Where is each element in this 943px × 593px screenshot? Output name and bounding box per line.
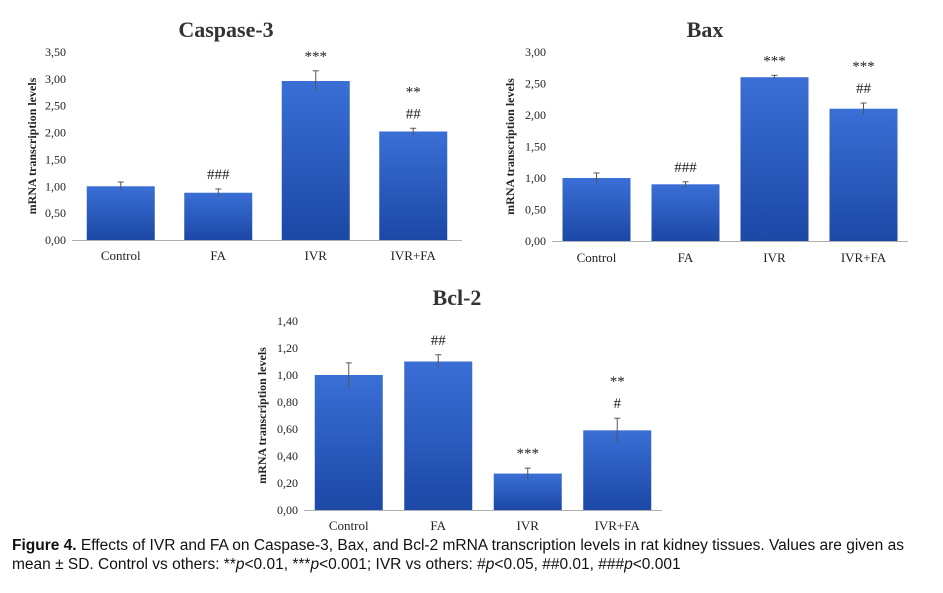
bar-control (86, 186, 155, 240)
chart-title: Bcl-2 (433, 285, 482, 310)
significance-label: ** (610, 374, 625, 390)
caption-part: p (235, 556, 245, 573)
bar-fa (404, 361, 473, 510)
y-tick-label: 1,50 (45, 152, 66, 166)
x-tick-label: Control (329, 518, 369, 533)
y-tick-label: 3,00 (525, 45, 546, 59)
y-axis-label: mRNA transcription levels (255, 347, 269, 484)
x-tick-label: IVR+FA (595, 518, 641, 533)
y-tick-label: 1,20 (277, 341, 298, 355)
chart-title: Bax (687, 17, 724, 42)
significance-label: *** (305, 49, 328, 65)
y-tick-label: 0,50 (45, 206, 66, 220)
x-tick-label: FA (678, 250, 694, 265)
chart-caspase-3: Caspase-3 mRNA transcription levels 0,00 0,… (25, 17, 462, 263)
x-tick-label: IVR+FA (391, 248, 437, 263)
bar-ivr (493, 473, 562, 510)
y-tick-label: 1,00 (45, 179, 66, 193)
bar-control (314, 375, 383, 510)
y-tick-label: 2,50 (525, 77, 546, 91)
caption-part: p (310, 556, 320, 573)
y-tick-label: 1,00 (525, 171, 546, 185)
x-tick-label: FA (210, 248, 226, 263)
y-tick-label: 0,50 (525, 203, 546, 217)
significance-label: ## (431, 333, 447, 349)
caption-part: <0.001 (632, 556, 681, 573)
y-tick-label: 0,00 (277, 503, 298, 517)
significance-label: ### (674, 160, 697, 176)
x-tick-label: IVR (305, 248, 328, 263)
significance-label: *** (763, 53, 786, 69)
bar-ivr (281, 81, 350, 241)
caption-part: <0.01, *** (244, 556, 311, 573)
y-tick-label: 0,00 (525, 234, 546, 248)
y-tick-label: 0,20 (277, 476, 298, 490)
x-tick-label: IVR (517, 518, 540, 533)
chart-bax: Bax mRNA transcription levels 0,00 0,50 1,00… (503, 17, 908, 265)
bar-ivr-fa (829, 108, 898, 241)
x-tick-label: IVR (763, 250, 786, 265)
caption-part: p (624, 556, 633, 573)
y-tick-label: 1,50 (525, 140, 546, 154)
y-tick-label: 0,00 (45, 233, 66, 247)
bar-ivr (740, 77, 809, 241)
bar-control (562, 178, 631, 241)
y-axis-label: mRNA transcription levels (503, 78, 517, 215)
x-tick-label: Control (577, 250, 617, 265)
y-tick-label: 1,00 (277, 368, 298, 382)
chart-bcl-2: Bcl-2 mRNA transcription levels 0,00 0,20 0,… (255, 285, 662, 533)
figure-caption: Figure 4. Effects of IVR and FA on Caspa… (12, 536, 932, 574)
y-tick-label: 0,80 (277, 395, 298, 409)
x-tick-label: FA (430, 518, 446, 533)
caption-part: <0.05, ##0.01, ### (494, 556, 625, 573)
caption-text: Effects of IVR and FA on Caspase-3, Bax,… (12, 537, 904, 573)
y-tick-label: 0,60 (277, 422, 298, 436)
significance-label: # (614, 396, 622, 412)
y-tick-label: 2,00 (45, 126, 66, 140)
x-tick-label: Control (101, 248, 141, 263)
significance-label: ## (406, 106, 422, 122)
chart-title: Caspase-3 (178, 17, 273, 42)
y-tick-label: 3,50 (45, 45, 66, 59)
caption-label: Figure 4. (12, 537, 77, 554)
bar-fa (184, 192, 253, 240)
y-tick-label: 1,40 (277, 314, 298, 328)
x-tick-label: IVR+FA (841, 250, 887, 265)
bar-ivr-fa (583, 430, 652, 510)
caption-part: Effects of IVR and FA on Caspase-3, Bax,… (12, 537, 904, 573)
significance-label: *** (517, 446, 540, 462)
y-tick-label: 2,50 (45, 99, 66, 113)
significance-label: ** (406, 84, 421, 100)
significance-label: ## (856, 81, 872, 97)
y-tick-label: 0,40 (277, 449, 298, 463)
bar-ivr-fa (379, 131, 448, 240)
bar-fa (651, 184, 720, 241)
significance-label: *** (852, 59, 875, 75)
y-tick-label: 2,00 (525, 108, 546, 122)
caption-part: p (485, 556, 495, 573)
caption-part: <0.001; IVR vs others: # (319, 556, 486, 573)
y-tick-label: 3,00 (45, 72, 66, 86)
y-axis-label: mRNA transcription levels (25, 77, 39, 214)
significance-label: ### (207, 167, 230, 183)
